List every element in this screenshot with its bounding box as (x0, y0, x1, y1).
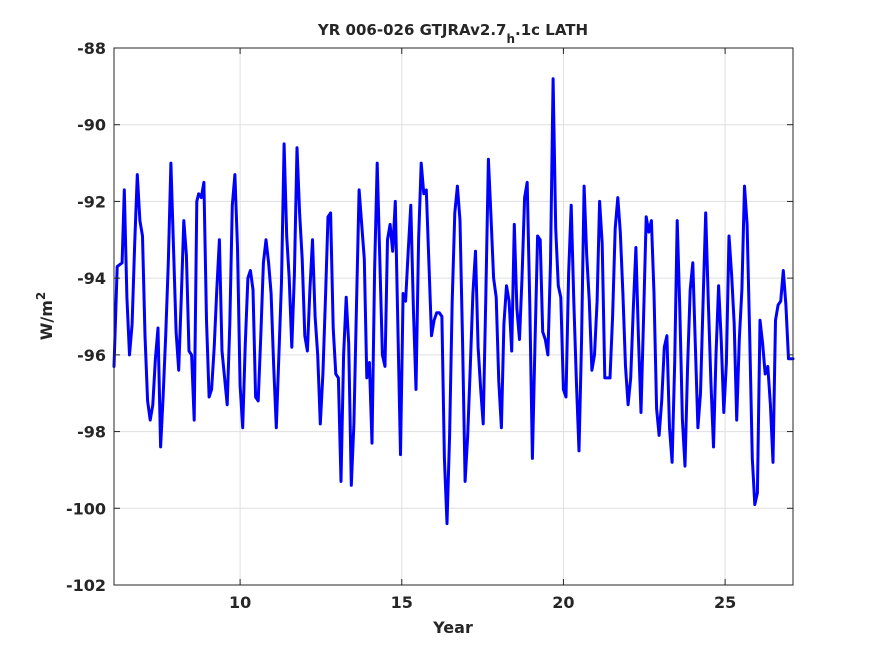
title-main: YR 006-026 GTJRAv2.7 (317, 21, 507, 39)
y-tick-label: -102 (66, 576, 106, 595)
x-tick-label: 25 (714, 593, 736, 612)
y-tick-label: -98 (77, 423, 106, 442)
title-subscript: h (506, 32, 515, 46)
y-axis-label-sup: 2 (34, 292, 48, 300)
y-tick-label: -92 (77, 192, 106, 211)
x-axis: 10 15 20 25 (229, 48, 736, 612)
x-tick-label: 10 (229, 593, 251, 612)
y-tick-label: -90 (77, 116, 106, 135)
y-axis: -102 -100 -98 -96 -94 -92 -90 -88 (66, 39, 793, 595)
series-line (112, 77, 795, 526)
x-tick-label: 20 (552, 593, 574, 612)
y-tick-label: -94 (77, 269, 106, 288)
x-tick-label: 15 (391, 593, 413, 612)
plot-frame (113, 47, 794, 586)
y-tick-label: -96 (77, 346, 106, 365)
y-tick-label: -100 (66, 499, 106, 518)
chart-title: YR 006-026 GTJRAv2.7h.1c LATH (317, 21, 588, 46)
y-axis-label: W/m2 (34, 292, 56, 341)
y-axis-label-unit: W/m (37, 300, 56, 340)
x-axis-label: Year (432, 618, 473, 637)
y-tick-label: -88 (77, 39, 106, 58)
title-tail: .1c LATH (515, 21, 588, 39)
